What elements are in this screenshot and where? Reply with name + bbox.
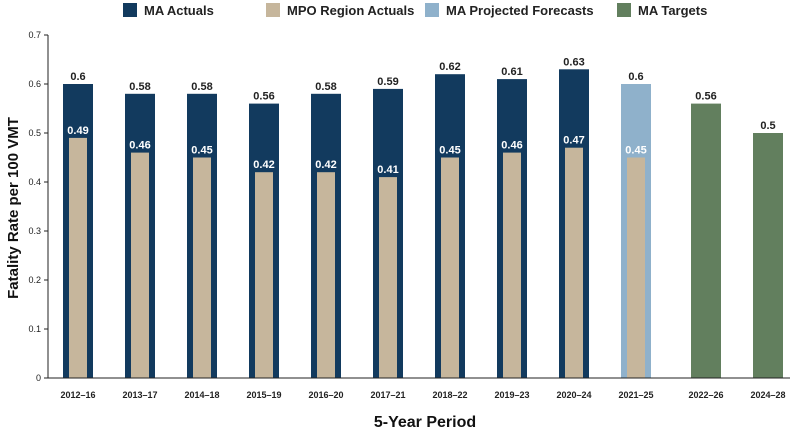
y-tick-label: 0.6 <box>28 79 41 89</box>
data-label: 0.47 <box>563 135 584 147</box>
legend-swatch <box>123 3 137 17</box>
x-tick-label: 2021–25 <box>618 390 653 400</box>
data-label: 0.42 <box>315 159 336 171</box>
bar-mpo-region-actuals <box>565 147 583 378</box>
x-tick-label: 2020–24 <box>556 390 591 400</box>
legend-label: MA Actuals <box>144 3 214 18</box>
data-label: 0.58 <box>191 81 212 93</box>
data-label: 0.42 <box>253 159 274 171</box>
y-axis-title: Fatality Rate per 100 VMT <box>5 117 22 299</box>
legend-label: MA Targets <box>638 3 707 18</box>
bar-ma-targets <box>691 103 721 378</box>
data-label: 0.41 <box>377 164 398 176</box>
y-tick-label: 0.7 <box>28 30 41 40</box>
y-tick-label: 0.3 <box>28 226 41 236</box>
bar-mpo-region-actuals <box>441 157 459 378</box>
bar-mpo-region-actuals <box>131 152 149 378</box>
bar-mpo-region-actuals <box>69 137 87 378</box>
x-tick-label: 2012–16 <box>60 390 95 400</box>
legend: MA Actuals MPO Region Actuals MA Projected… <box>123 3 707 18</box>
x-tick-label: 2024–28 <box>750 390 785 400</box>
data-label: 0.58 <box>129 81 150 93</box>
x-tick-label: 2019–23 <box>494 390 529 400</box>
data-label: 0.62 <box>439 61 460 73</box>
data-label: 0.49 <box>67 125 88 137</box>
data-label: 0.46 <box>129 140 150 152</box>
x-tick-label: 2015–19 <box>246 390 281 400</box>
data-label: 0.46 <box>501 140 522 152</box>
data-label: 0.45 <box>439 145 460 157</box>
y-axis: 0 0.1 0.2 0.3 0.4 0.5 0.6 0.7 <box>28 30 49 383</box>
data-label: 0.56 <box>253 91 274 103</box>
bar-mpo-region-actuals <box>317 172 335 378</box>
x-tick-label: 2014–18 <box>184 390 219 400</box>
data-label: 0.45 <box>191 145 212 157</box>
legend-label: MA Projected Forecasts <box>446 3 594 18</box>
data-label: 0.59 <box>377 76 398 88</box>
data-label: 0.5 <box>760 120 775 132</box>
data-label: 0.58 <box>315 81 336 93</box>
bar-mpo-region-actuals <box>255 172 273 378</box>
x-tick-label: 2016–20 <box>308 390 343 400</box>
x-axis: 2012–16 2013–17 2014–18 2015–19 2016–20 2017–… <box>48 377 790 400</box>
x-tick-label: 2022–26 <box>688 390 723 400</box>
y-tick-label: 0.2 <box>28 275 41 285</box>
data-label: 0.63 <box>563 56 584 68</box>
legend-swatch <box>425 3 439 17</box>
data-label: 0.6 <box>628 71 643 83</box>
x-tick-label: 2018–22 <box>432 390 467 400</box>
bar-mpo-region-actuals <box>379 177 397 378</box>
legend-swatch <box>617 3 631 17</box>
bar-mpo-region-actuals <box>193 157 211 378</box>
data-label: 0.45 <box>625 145 646 157</box>
x-tick-label: 2017–21 <box>370 390 405 400</box>
bars: 0.6 0.58 0.58 0.56 0.58 0.59 0.62 0.61 0.63 0.6 0.… <box>63 56 783 379</box>
bar-ma-targets <box>753 133 783 378</box>
data-label: 0.6 <box>70 71 85 83</box>
y-tick-label: 0.4 <box>28 177 41 187</box>
legend-label: MPO Region Actuals <box>287 3 414 18</box>
y-tick-label: 0.1 <box>28 324 41 334</box>
bar-mpo-region-actuals <box>503 152 521 378</box>
bar-mpo-region-actuals <box>627 157 645 378</box>
data-label: 0.61 <box>501 66 522 78</box>
y-tick-label: 0.5 <box>28 128 41 138</box>
x-tick-label: 2013–17 <box>122 390 157 400</box>
data-label: 0.56 <box>695 91 716 103</box>
y-tick-label: 0 <box>36 373 41 383</box>
x-axis-title: 5-Year Period <box>374 414 476 431</box>
legend-swatch <box>266 3 280 17</box>
